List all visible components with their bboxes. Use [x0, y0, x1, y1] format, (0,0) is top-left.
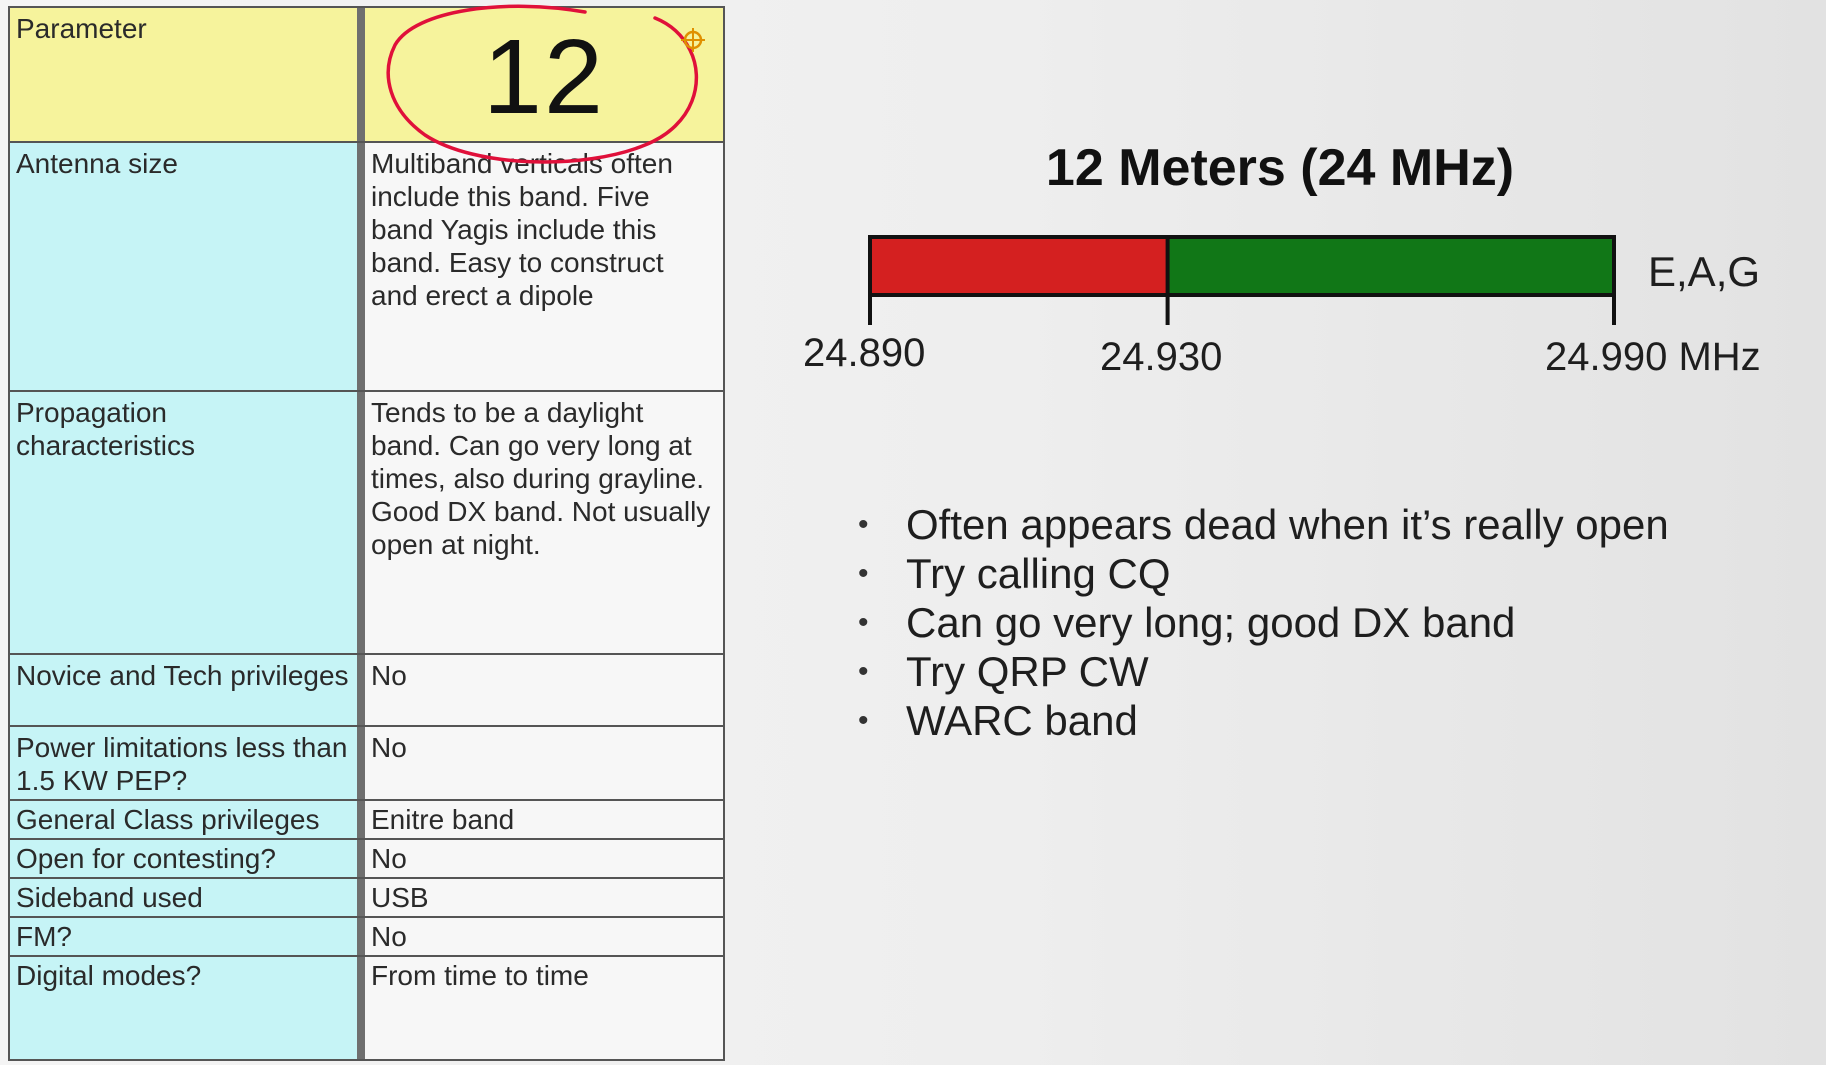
header-label: Parameter: [16, 13, 147, 44]
row-value: No: [371, 660, 407, 691]
bullet-icon: •: [858, 655, 869, 688]
row-label: General Class privileges: [16, 804, 320, 835]
table-row: Digital modes? From time to time: [10, 957, 723, 1059]
table-row: Sideband used USB: [10, 879, 723, 916]
list-item: • Try QRP CW: [858, 648, 1149, 695]
band-number: 12: [483, 18, 605, 136]
row-label: FM?: [16, 921, 72, 952]
bullet-icon: •: [858, 508, 869, 541]
row-value: Enitre band: [371, 804, 515, 835]
header-label-cell: Parameter: [10, 8, 357, 141]
table-row: Antenna size Multiband verticals often i…: [10, 143, 723, 390]
tick-label-start: 24.890: [803, 331, 926, 375]
row-value: No: [371, 921, 407, 952]
list-item: • Often appears dead when it’s really ope…: [858, 501, 1669, 548]
table-row: Open for contesting? No: [10, 840, 723, 877]
band-title: 12 Meters (24 MHz): [1045, 139, 1515, 197]
row-value: No: [371, 732, 407, 763]
row-value: From time to time: [371, 960, 589, 991]
band-parameter-table: Parameter 12 Antenna size Multiband vert…: [8, 6, 725, 1061]
band-plan-bar: [868, 235, 1616, 325]
row-label: Sideband used: [16, 882, 203, 913]
table-row: Novice and Tech privileges No: [10, 655, 723, 725]
list-item: • Can go very long; good DX band: [858, 599, 1516, 646]
row-value: USB: [371, 882, 429, 913]
band-segment-1: [1167, 237, 1614, 295]
bullet-icon: •: [858, 704, 869, 737]
header-value-cell: 12: [365, 8, 723, 141]
table-row: FM? No: [10, 918, 723, 955]
bullet-icon: •: [858, 557, 869, 590]
table-row: General Class privileges Enitre band: [10, 801, 723, 838]
tick-label-end: 24.990 MHz: [1545, 335, 1761, 379]
list-item: • Try calling CQ: [858, 550, 1171, 597]
table-row: Propagation characteristics Tends to be …: [10, 392, 723, 653]
tick-label-mid: 24.930: [1100, 335, 1223, 379]
row-label: Novice and Tech privileges: [16, 660, 349, 691]
license-privileges: E,A,G: [1648, 248, 1761, 295]
table-header-row: Parameter 12: [10, 8, 723, 141]
row-label: Antenna size: [16, 148, 178, 179]
tips-list: • Often appears dead when it’s really ope…: [858, 500, 1669, 745]
row-label: Propagation characteristics: [16, 397, 195, 461]
table-row: Power limitations less than 1.5 KW PEP? …: [10, 727, 723, 799]
row-value: No: [371, 843, 407, 874]
row-label: Open for contesting?: [16, 843, 276, 874]
bullet-icon: •: [858, 606, 869, 639]
row-label: Power limitations less than 1.5 KW PEP?: [16, 732, 348, 796]
row-label: Digital modes?: [16, 960, 202, 991]
band-segment-0: [870, 237, 1168, 295]
row-value: Multiband verticals often include this b…: [371, 148, 673, 311]
list-item: • WARC band: [858, 697, 1138, 744]
row-value: Tends to be a daylight band. Can go very…: [371, 397, 711, 560]
